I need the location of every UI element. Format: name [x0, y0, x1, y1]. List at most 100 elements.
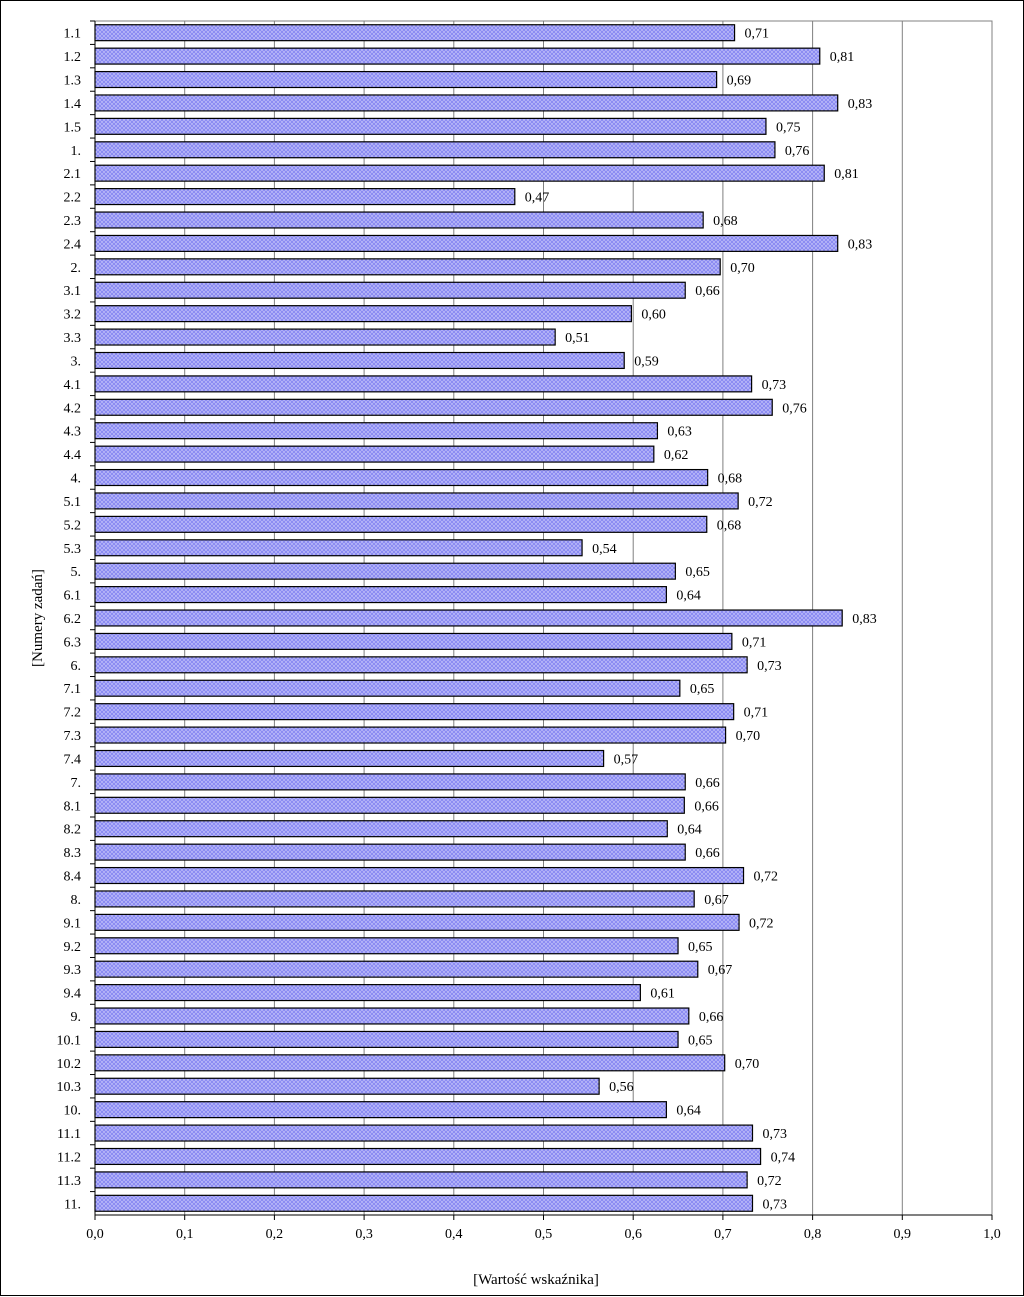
x-tick-label: 0,9 [894, 1227, 912, 1242]
x-tick-label: 0,6 [624, 1227, 642, 1242]
data-label: 0,64 [676, 589, 701, 604]
category-label: 10.1 [57, 1033, 82, 1048]
bar [94, 492, 739, 510]
data-label: 0,66 [699, 1010, 724, 1025]
bar [94, 866, 745, 885]
category-label: 8.2 [64, 823, 82, 838]
labels: 1.1 0,71 1.2 0,81 1.3 0,69 1.4 0,83 1.5 0,75 1. 0,7… [57, 27, 877, 1213]
bar [94, 890, 695, 908]
data-label: 0,61 [650, 987, 675, 1002]
bar [94, 164, 825, 182]
data-label: 0,67 [704, 893, 729, 908]
category-label: 3.2 [64, 308, 82, 323]
bar [94, 94, 839, 112]
data-label: 0,66 [695, 846, 720, 861]
category-label: 6.2 [64, 612, 82, 627]
bar [94, 937, 679, 955]
category-label: 9. [71, 1010, 82, 1025]
bar [94, 726, 727, 744]
category-label: 11. [64, 1197, 81, 1212]
bar [94, 351, 625, 370]
data-label: 0,54 [592, 542, 617, 557]
data-label: 0,73 [762, 378, 787, 393]
category-label: 2.3 [64, 214, 82, 229]
bar [94, 703, 735, 721]
category-label: 5. [71, 565, 82, 580]
category-label: 8.4 [64, 870, 82, 885]
category-label: 7. [71, 776, 82, 791]
category-label: 4.2 [64, 401, 82, 416]
data-label: 0,60 [641, 308, 666, 323]
category-label: 7.2 [64, 706, 82, 721]
data-label: 0,72 [748, 495, 773, 510]
bar [94, 1171, 748, 1189]
bar [94, 141, 776, 159]
data-label: 0,73 [763, 1127, 788, 1142]
bar [94, 1124, 754, 1142]
bar [94, 656, 748, 674]
data-label: 0,64 [676, 1104, 701, 1119]
data-label: 0,65 [685, 565, 710, 580]
data-label: 0,65 [688, 940, 713, 955]
bar [94, 375, 753, 393]
bar [94, 1147, 762, 1166]
category-label: 11.2 [57, 1150, 81, 1165]
x-tick-label: 0,7 [714, 1227, 732, 1242]
bar [94, 796, 685, 814]
data-label: 0,62 [664, 448, 689, 463]
data-label: 0,72 [757, 1174, 782, 1189]
category-label: 10. [64, 1104, 82, 1119]
data-label: 0,59 [634, 354, 659, 369]
x-tick-label: 0,1 [176, 1227, 194, 1242]
x-axis-title: [Wartość wskaźnika] [473, 1272, 599, 1288]
data-label: 0,83 [848, 237, 873, 252]
category-label: 4. [71, 472, 82, 487]
data-label: 0,51 [565, 331, 590, 346]
bar [94, 1030, 679, 1048]
x-tick-label: 0,0 [86, 1227, 104, 1242]
bar [94, 679, 681, 697]
bar [94, 773, 686, 791]
category-label: 2.1 [64, 167, 82, 182]
data-label: 0,70 [735, 1057, 760, 1072]
data-label: 0,76 [782, 401, 807, 416]
bar [94, 305, 633, 323]
y-axis-title: [Numery zadań] [30, 569, 46, 667]
bars [94, 24, 843, 1212]
x-tick-label: 0,4 [445, 1227, 463, 1242]
data-label: 0,75 [776, 120, 801, 135]
data-label: 0,64 [677, 823, 702, 838]
data-label: 0,74 [771, 1150, 796, 1165]
category-label: 2.4 [64, 237, 82, 252]
data-label: 0,72 [754, 870, 779, 885]
bar [94, 468, 709, 487]
bar [94, 281, 686, 299]
data-label: 0,68 [713, 214, 738, 229]
data-label: 0,70 [736, 729, 761, 744]
bar [94, 609, 843, 627]
data-label: 0,65 [690, 682, 715, 697]
data-label: 0,83 [852, 612, 877, 627]
data-label: 0,73 [757, 659, 782, 674]
category-label: 1.1 [64, 27, 82, 42]
category-label: 1.2 [64, 50, 82, 65]
bar [94, 258, 721, 276]
category-label: 11.3 [57, 1174, 81, 1189]
data-label: 0,70 [730, 261, 755, 276]
data-label: 0,72 [749, 916, 774, 931]
bar [94, 47, 821, 65]
bar [94, 422, 659, 440]
category-label: 5.3 [64, 542, 82, 557]
bar [94, 562, 676, 580]
data-label: 0,66 [694, 799, 719, 814]
bar [94, 913, 740, 931]
data-label: 0,71 [744, 706, 769, 721]
category-label: 1. [71, 144, 82, 159]
data-label: 0,69 [727, 74, 752, 89]
bar [94, 211, 704, 229]
category-label: 3. [71, 354, 82, 369]
category-label: 9.4 [64, 987, 82, 1002]
bar [94, 820, 668, 838]
data-label: 0,66 [695, 284, 720, 299]
